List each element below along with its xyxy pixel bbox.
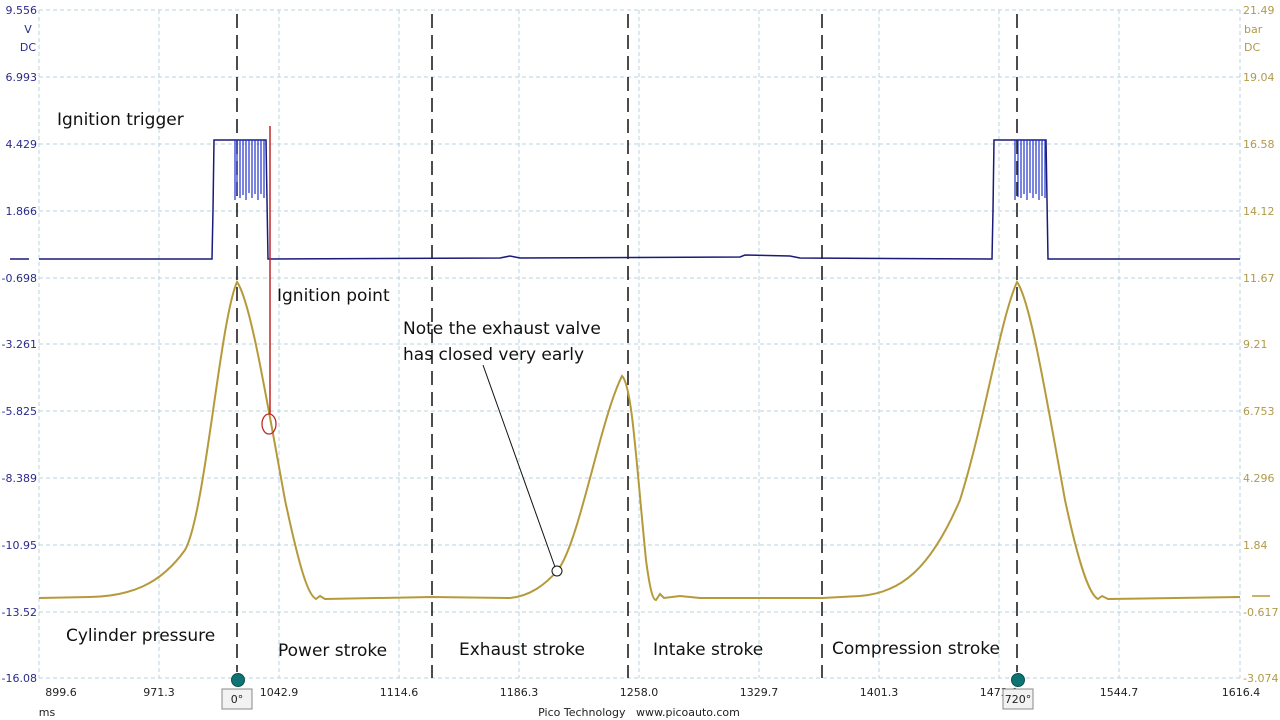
label-note-line1: Note the exhaust valve [403,319,601,339]
svg-text:-13.52: -13.52 [2,606,37,619]
svg-text:1329.7: 1329.7 [740,686,779,699]
svg-text:19.04: 19.04 [1243,71,1275,84]
stroke-dividers [236,14,1018,678]
ruler-720[interactable]: 720° [1002,673,1034,710]
svg-text:-8.389: -8.389 [2,472,37,485]
svg-text:9.556: 9.556 [6,4,38,17]
svg-text:-0.617: -0.617 [1243,606,1278,619]
label-intake-stroke: Intake stroke [653,640,763,660]
y-axis-right: 21.49 bar DC 19.04 16.58 14.12 11.67 9.2… [1243,4,1278,685]
svg-text:1114.6: 1114.6 [380,686,419,699]
svg-text:1616.4: 1616.4 [1222,686,1261,699]
svg-text:-3.261: -3.261 [2,338,37,351]
exhaust-valve-callout [482,364,563,577]
svg-text:1258.0: 1258.0 [620,686,659,699]
svg-text:14.12: 14.12 [1243,205,1275,218]
svg-text:4.429: 4.429 [6,138,38,151]
svg-text:-3.074: -3.074 [1243,672,1278,685]
ruler-0[interactable]: 0° [221,673,253,710]
label-note-line2: has closed very early [403,345,584,365]
svg-text:-5.825: -5.825 [2,405,37,418]
svg-text:1401.3: 1401.3 [860,686,899,699]
svg-text:1544.7: 1544.7 [1100,686,1139,699]
footer-credit: Pico Technology www.picoauto.com [538,706,740,719]
svg-text:6.753: 6.753 [1243,405,1275,418]
svg-text:-16.08: -16.08 [2,672,37,685]
svg-text:bar: bar [1244,23,1263,36]
ignition-trigger-trace [39,139,1240,260]
svg-text:6.993: 6.993 [6,71,38,84]
ruler-handle-icon [1011,673,1025,687]
svg-text:9.21: 9.21 [1243,338,1268,351]
cylinder-pressure-trace [38,280,1241,602]
svg-text:1.866: 1.866 [6,205,38,218]
svg-text:16.58: 16.58 [1243,138,1275,151]
svg-text:-0.698: -0.698 [2,272,37,285]
svg-text:1.84: 1.84 [1243,539,1268,552]
svg-text:971.3: 971.3 [143,686,175,699]
ruler-handle-icon [231,673,245,687]
svg-text:ms: ms [39,706,56,719]
label-ignition-point: Ignition point [277,286,390,306]
y-axis-left: 9.556 V DC 6.993 4.429 1.866 -0.698 -3.2… [2,4,37,685]
svg-text:-10.95: -10.95 [2,539,37,552]
svg-text:21.49: 21.49 [1243,4,1275,17]
label-cylinder-pressure: Cylinder pressure [66,626,215,646]
svg-text:720°: 720° [1005,693,1032,706]
svg-text:899.6: 899.6 [45,686,77,699]
svg-text:1042.9: 1042.9 [260,686,299,699]
annotations: Ignition trigger Ignition point Note the… [57,110,1000,661]
label-power-stroke: Power stroke [278,641,387,661]
ignition-point-marker [261,126,277,435]
svg-text:1186.3: 1186.3 [500,686,539,699]
svg-text:V: V [24,23,32,36]
label-compression-stroke: Compression stroke [832,639,1000,659]
label-ignition-trigger: Ignition trigger [57,110,184,130]
grid [38,9,1241,679]
svg-text:DC: DC [20,41,36,54]
svg-text:0°: 0° [231,693,244,706]
svg-text:4.296: 4.296 [1243,472,1275,485]
svg-text:DC: DC [1244,41,1260,54]
svg-text:11.67: 11.67 [1243,272,1275,285]
label-exhaust-stroke: Exhaust stroke [459,640,585,660]
